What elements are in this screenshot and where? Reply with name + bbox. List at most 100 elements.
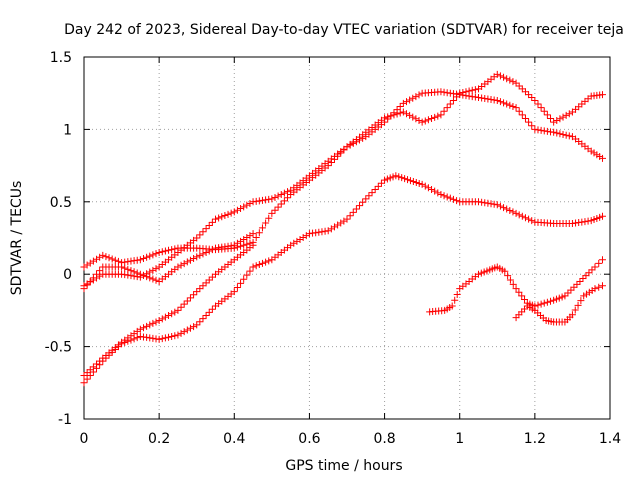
data-point [89,274,97,282]
data-point [174,263,182,271]
data-point [284,194,292,202]
data-point [293,237,301,245]
data-point [240,235,248,243]
data-point [243,234,251,242]
data-point [143,322,151,330]
data-point [258,259,266,267]
data-point [547,297,555,305]
series-track-6 [426,256,606,316]
data-point [277,200,285,208]
data-point [80,379,88,387]
data-point [158,315,166,323]
data-point [139,324,147,332]
data-point [349,139,357,147]
data-point [155,335,163,343]
data-point [136,325,144,333]
data-point [537,104,545,112]
data-point [528,94,536,102]
data-point [451,296,459,304]
data-point [262,219,270,227]
data-point [105,254,113,262]
data-point [421,117,429,125]
data-point [496,98,504,106]
data-point [396,109,404,117]
data-point [265,214,273,222]
data-point [174,331,182,339]
data-point [565,110,573,118]
y-tick-label: 0 [63,267,72,283]
data-point [327,225,335,233]
data-point [553,116,561,124]
data-point [237,205,245,213]
data-point [268,195,276,203]
series-track-3 [80,172,606,387]
data-point [133,334,141,342]
data-point [562,131,570,139]
data-point [161,247,169,255]
data-point [196,231,204,239]
data-point [271,193,279,201]
data-point [86,277,94,285]
data-point [143,273,151,281]
data-point [155,248,163,256]
data-point [152,265,160,273]
data-point [127,267,135,275]
data-point [202,225,210,233]
data-point [233,283,241,291]
data-point [240,203,248,211]
data-point [561,292,569,300]
data-point [547,115,555,123]
data-point [415,91,423,99]
data-point [93,360,101,368]
data-point [521,115,529,123]
data-point [553,129,561,137]
data-point [356,202,364,210]
data-point [161,334,169,342]
data-point [525,91,533,99]
data-point [274,203,282,211]
data-point [230,208,238,216]
data-point [468,86,476,94]
data-point [205,308,213,316]
data-point [518,111,526,119]
data-point [431,187,439,195]
data-point [409,113,417,121]
data-point [434,189,442,197]
data-point [243,271,251,279]
data-point [190,291,198,299]
data-point [384,115,392,123]
data-point [346,141,354,149]
data-point [559,130,567,138]
data-point [158,335,166,343]
data-point [224,210,232,218]
data-point [290,239,298,247]
series-track-1 [80,70,606,271]
data-point [102,253,110,261]
data-point [512,79,520,87]
data-point [96,253,104,261]
data-point [158,248,166,256]
data-point [262,258,270,266]
grid [84,57,610,419]
data-point [509,280,517,288]
data-point [271,206,279,214]
y-tick-label: 0.5 [50,195,72,211]
data-point [534,100,542,108]
data-point [168,310,176,318]
data-point [509,208,517,216]
data-point [199,250,207,258]
data-point [139,255,147,263]
data-point [268,209,276,217]
data-point [93,255,101,263]
series-track-5 [80,230,257,293]
data-point [412,115,420,123]
data-point [202,311,210,319]
data-point [233,206,241,214]
data-point [212,215,219,223]
data-point [591,263,599,271]
data-point [540,299,548,307]
data-point [537,300,545,308]
data-point [252,262,260,270]
data-point [149,266,157,274]
data-point [296,235,304,243]
